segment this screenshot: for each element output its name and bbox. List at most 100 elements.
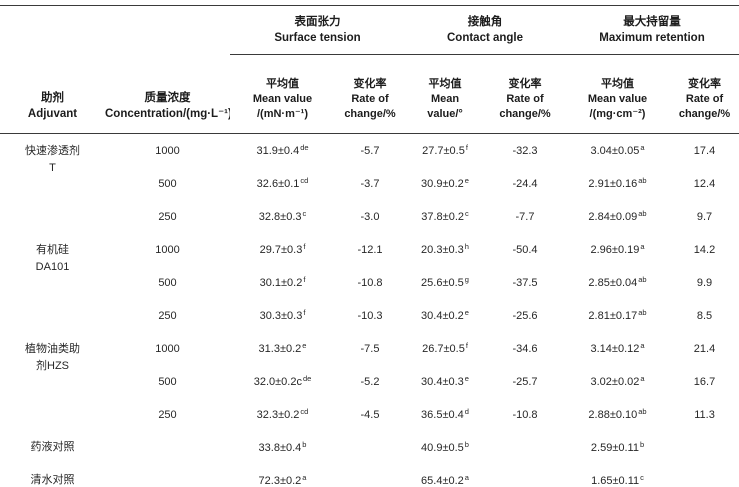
cell-value: -3.0: [360, 210, 380, 223]
table-row: 250 32.8±0.3c -3.0 37.8±0.2c -7.7 2.84±0.09ab…: [0, 200, 739, 233]
significance-superscript: f: [303, 307, 306, 317]
table-row: 500 32.0±0.2cde -5.2 30.4±0.3e -25.7 3.02±0.0…: [0, 365, 739, 398]
data-cell: -24.4: [485, 167, 565, 200]
data-cell: 2.84±0.09ab: [565, 200, 670, 233]
cell-value: 2.88±0.10: [588, 408, 638, 421]
significance-superscript: d: [464, 406, 469, 416]
data-cell: [485, 464, 566, 487]
cell-value: -3.7: [360, 177, 380, 190]
cell-value: -25.7: [512, 375, 538, 388]
data-cell: -37.5: [485, 266, 565, 299]
significance-superscript: a: [640, 373, 645, 383]
data-cell: 14.2: [670, 233, 739, 266]
header-max-retention-mean: 平均值 Mean value /(mg·cm⁻²): [565, 54, 671, 134]
cell-value: 29.7±0.3: [259, 243, 303, 256]
cell-value: -12.1: [357, 243, 383, 256]
concentration-cell: [105, 464, 230, 487]
cell-value: -10.8: [512, 408, 538, 421]
cell-value: 8.5: [696, 309, 713, 322]
concentration-cell: 1000: [155, 144, 180, 157]
data-cell: [670, 431, 739, 464]
data-cell: 72.3±0.2a: [230, 464, 335, 487]
concentration-cell: 250: [158, 408, 177, 421]
table-row: 250 30.3±0.3f -10.3 30.4±0.2e -25.6 2.81±0.17…: [0, 299, 739, 332]
data-cell: -25.6: [485, 299, 565, 332]
data-cell: 20.3±0.3h: [405, 233, 485, 266]
cell-value: 32.0±0.2c: [253, 375, 302, 388]
table-row: 500 32.6±0.1cd -3.7 30.9±0.2e -24.4 2.91±0.16…: [0, 167, 739, 200]
data-cell: 33.8±0.4b: [230, 431, 335, 464]
cell-value: 40.9±0.5: [421, 441, 464, 454]
cell-value: 65.4±0.2: [421, 474, 464, 487]
concentration-cell: 250: [158, 210, 177, 223]
significance-superscript: c: [640, 472, 644, 482]
cell-value: 30.4±0.2: [421, 309, 464, 322]
cell-value: 16.7: [693, 375, 716, 388]
adjuvant-name-cell: 快速渗透剂 T: [25, 145, 80, 174]
header-surface-tension-mean: 平均值 Mean value /(mN·m⁻¹): [230, 54, 335, 134]
data-cell: 27.7±0.5f: [405, 134, 485, 168]
table-row: 250 32.3±0.2cd -4.5 36.5±0.4d -10.8 2.88±0.10…: [0, 398, 739, 431]
table-row: 清水对照 72.3±0.2a 65.4±0.2a 1.65±0.11c: [0, 464, 739, 487]
significance-superscript: a: [640, 241, 645, 251]
data-cell: 2.59±0.11b: [565, 431, 670, 464]
cell-value: -4.5: [360, 408, 380, 421]
group-header-row: 助剂 Adjuvant 质量浓度 Concentration/(mg·L⁻¹) …: [0, 5, 739, 134]
cell-value: 32.8±0.3: [258, 210, 302, 223]
table-body: 快速渗透剂 T 1000 31.9±0.4de -5.7 27.7±0.5f -32.3 3…: [0, 134, 739, 487]
data-cell: 65.4±0.2a: [405, 464, 485, 487]
cell-value: -5.2: [360, 375, 380, 388]
data-cell: 31.9±0.4de: [230, 134, 335, 168]
cell-value: 32.6±0.1: [256, 177, 300, 190]
cell-value: 17.4: [693, 144, 716, 157]
cell-value: 3.02±0.02: [590, 375, 640, 388]
cell-value: 37.8±0.2: [421, 210, 464, 223]
data-cell: [335, 464, 405, 487]
cell-value: -7.5: [360, 342, 380, 355]
table-row: 有机硅 DA101 1000 29.7±0.3f -12.1 20.3±0.3h -50.…: [0, 233, 739, 273]
data-cell: -10.8: [485, 398, 565, 431]
data-cell: 21.4: [670, 332, 739, 365]
concentration-cell: 500: [158, 375, 177, 388]
cell-value: 20.3±0.3: [421, 243, 464, 256]
significance-superscript: cd: [300, 175, 309, 185]
data-cell: 2.88±0.10ab: [565, 398, 670, 431]
concentration-cell: 500: [158, 276, 177, 289]
data-cell: 29.7±0.3f: [230, 233, 335, 266]
cell-value: 3.04±0.05: [590, 144, 640, 157]
header-group-contact-angle: 接触角 Contact angle: [405, 5, 566, 55]
data-cell: -3.0: [335, 200, 405, 233]
cell-value: 2.81±0.17: [588, 309, 638, 322]
cell-value: 2.85±0.04: [588, 276, 638, 289]
adjuvant-name-cell: 有机硅 DA101: [35, 244, 70, 273]
data-cell: 9.9: [670, 266, 739, 299]
significance-superscript: f: [303, 241, 306, 251]
cell-value: 30.4±0.3: [421, 375, 464, 388]
significance-superscript: e: [464, 307, 469, 317]
significance-superscript: de: [302, 373, 312, 383]
header-group-maximum-retention: 最大持留量 Maximum retention: [565, 5, 739, 55]
data-cell: 30.3±0.3f: [230, 299, 335, 332]
table-row: 植物油类助 剂HZS 1000 31.3±0.2e -7.5 26.7±0.5f -34.…: [0, 332, 739, 372]
data-cell: -5.2: [335, 365, 405, 398]
concentration-cell: 1000: [155, 342, 180, 355]
table-row: 500 30.1±0.2f -10.8 25.6±0.5g -37.5 2.85±0.04…: [0, 266, 739, 299]
cell-value: 32.3±0.2: [256, 408, 300, 421]
data-cell: 3.02±0.02a: [565, 365, 670, 398]
cell-value: 14.2: [693, 243, 716, 256]
data-cell: 12.4: [670, 167, 739, 200]
cell-value: 72.3±0.2: [258, 474, 302, 487]
significance-superscript: ab: [638, 274, 647, 284]
header-adjuvant: 助剂 Adjuvant: [0, 5, 105, 134]
significance-superscript: c: [465, 208, 469, 218]
significance-superscript: e: [302, 340, 307, 350]
data-cell: 37.8±0.2c: [405, 200, 485, 233]
significance-superscript: e: [464, 373, 469, 383]
cell-value: 25.6±0.5: [421, 276, 464, 289]
cell-value: 26.7±0.5: [422, 342, 465, 355]
header-max-retention-rate: 变化率 Rate of change/%: [670, 54, 739, 134]
data-cell: -25.7: [485, 365, 565, 398]
significance-superscript: b: [639, 439, 645, 449]
significance-superscript: ab: [638, 307, 647, 317]
